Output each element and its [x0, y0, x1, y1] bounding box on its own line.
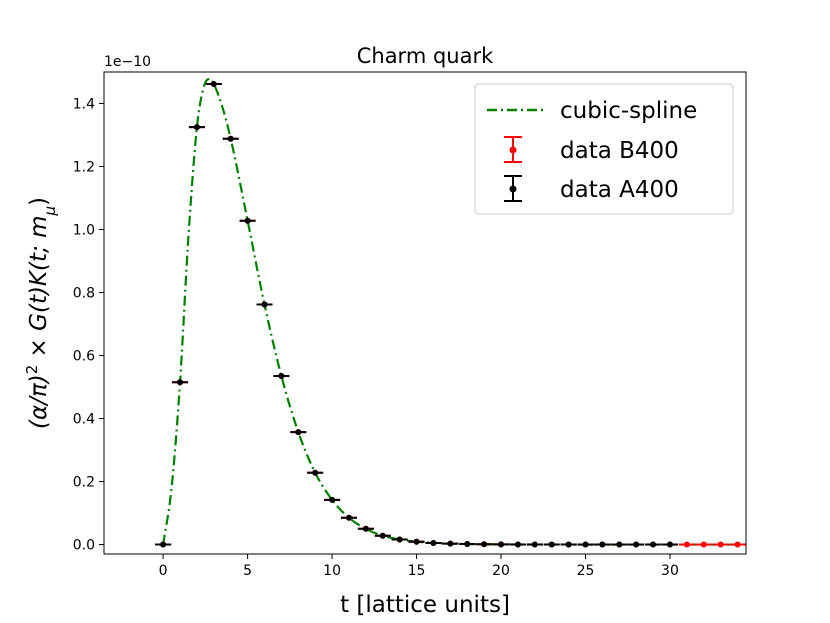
- x-tick-label: 20: [492, 563, 510, 579]
- errorbar-layer: [155, 80, 746, 548]
- y-tick-label: 1.0: [73, 223, 95, 239]
- y-label-sub: μ: [41, 206, 59, 217]
- data-point-a400: [577, 541, 594, 548]
- data-point-b400: [678, 541, 695, 548]
- x-tick-label: 30: [661, 563, 679, 579]
- x-tick-label: 25: [577, 563, 595, 579]
- x-tick-label: 0: [159, 563, 168, 579]
- data-point-a400: [560, 541, 577, 548]
- legend-frame: [474, 83, 734, 215]
- data-point-a400: [324, 496, 341, 503]
- data-point-a400: [594, 541, 611, 548]
- x-tick-label: 5: [243, 563, 252, 579]
- data-point-a400: [442, 540, 459, 547]
- data-point-a400: [273, 373, 290, 380]
- data-point-a400: [155, 541, 172, 548]
- data-point-a400: [205, 80, 222, 87]
- data-point-b400: [729, 541, 746, 548]
- y-axis-ticks: 0.0 0.2 0.4 0.6 0.8 1.0 1.2 1.4: [73, 97, 104, 554]
- legend: cubic-spline data B400 data A400: [474, 83, 734, 215]
- data-point-a400: [661, 541, 678, 548]
- legend-spline-label: cubic-spline: [560, 98, 697, 124]
- data-point-b400: [712, 541, 729, 548]
- x-axis-ticks: 0 5 10 15 20 25 30: [159, 554, 679, 579]
- data-point-a400: [408, 538, 425, 545]
- data-point-a400: [374, 532, 391, 539]
- data-point-a400: [239, 217, 256, 224]
- data-point-a400: [476, 541, 493, 548]
- y-axis-label: (α/π)2 × G(t)K(t; mμ): [23, 197, 59, 429]
- data-point-a400: [611, 541, 628, 548]
- x-tick-label: 15: [408, 563, 426, 579]
- y-tick-label: 0.6: [73, 349, 95, 365]
- y-tick-label: 1.2: [73, 160, 95, 176]
- y-label-prefix: (α/π): [26, 374, 52, 429]
- y-tick-label: 0.8: [73, 286, 95, 302]
- data-point-a400: [290, 429, 307, 436]
- data-point-a400: [645, 541, 662, 548]
- data-point-a400: [509, 541, 526, 548]
- y-offset-text: 1e−10: [104, 54, 151, 70]
- legend-a400-label: data A400: [560, 177, 679, 203]
- data-point-a400: [391, 536, 408, 543]
- data-point-a400: [357, 525, 374, 532]
- data-point-a400: [493, 541, 510, 548]
- x-axis-label: t [lattice units]: [340, 592, 510, 618]
- y-tick-label: 0.0: [73, 538, 95, 554]
- data-point-a400: [628, 541, 645, 548]
- data-point-a400: [188, 124, 205, 131]
- legend-b400-swatch: [504, 136, 522, 163]
- y-label-sup: 2: [23, 365, 41, 375]
- data-point-a400: [543, 541, 560, 548]
- y-label-suffix: ): [26, 197, 52, 206]
- plot-frame: [103, 71, 747, 555]
- y-tick-label: 0.4: [73, 412, 95, 428]
- data-point-a400: [526, 541, 543, 548]
- data-point-a400: [340, 514, 357, 521]
- y-label-middle: × G(t)K(t; m: [26, 216, 52, 365]
- data-point-a400: [307, 469, 324, 476]
- legend-b400-label: data B400: [560, 138, 679, 164]
- y-tick-label: 0.2: [73, 475, 95, 491]
- x-tick-label: 10: [323, 563, 341, 579]
- data-point-a400: [459, 541, 476, 548]
- data-point-a400: [425, 539, 442, 546]
- data-point-b400: [695, 541, 712, 548]
- data-point-a400: [222, 135, 239, 142]
- data-point-a400: [172, 379, 189, 386]
- legend-a400-swatch: [504, 175, 522, 202]
- y-tick-label: 1.4: [73, 97, 95, 113]
- chart-title: Charm quark: [357, 44, 494, 68]
- data-point-a400: [256, 301, 273, 308]
